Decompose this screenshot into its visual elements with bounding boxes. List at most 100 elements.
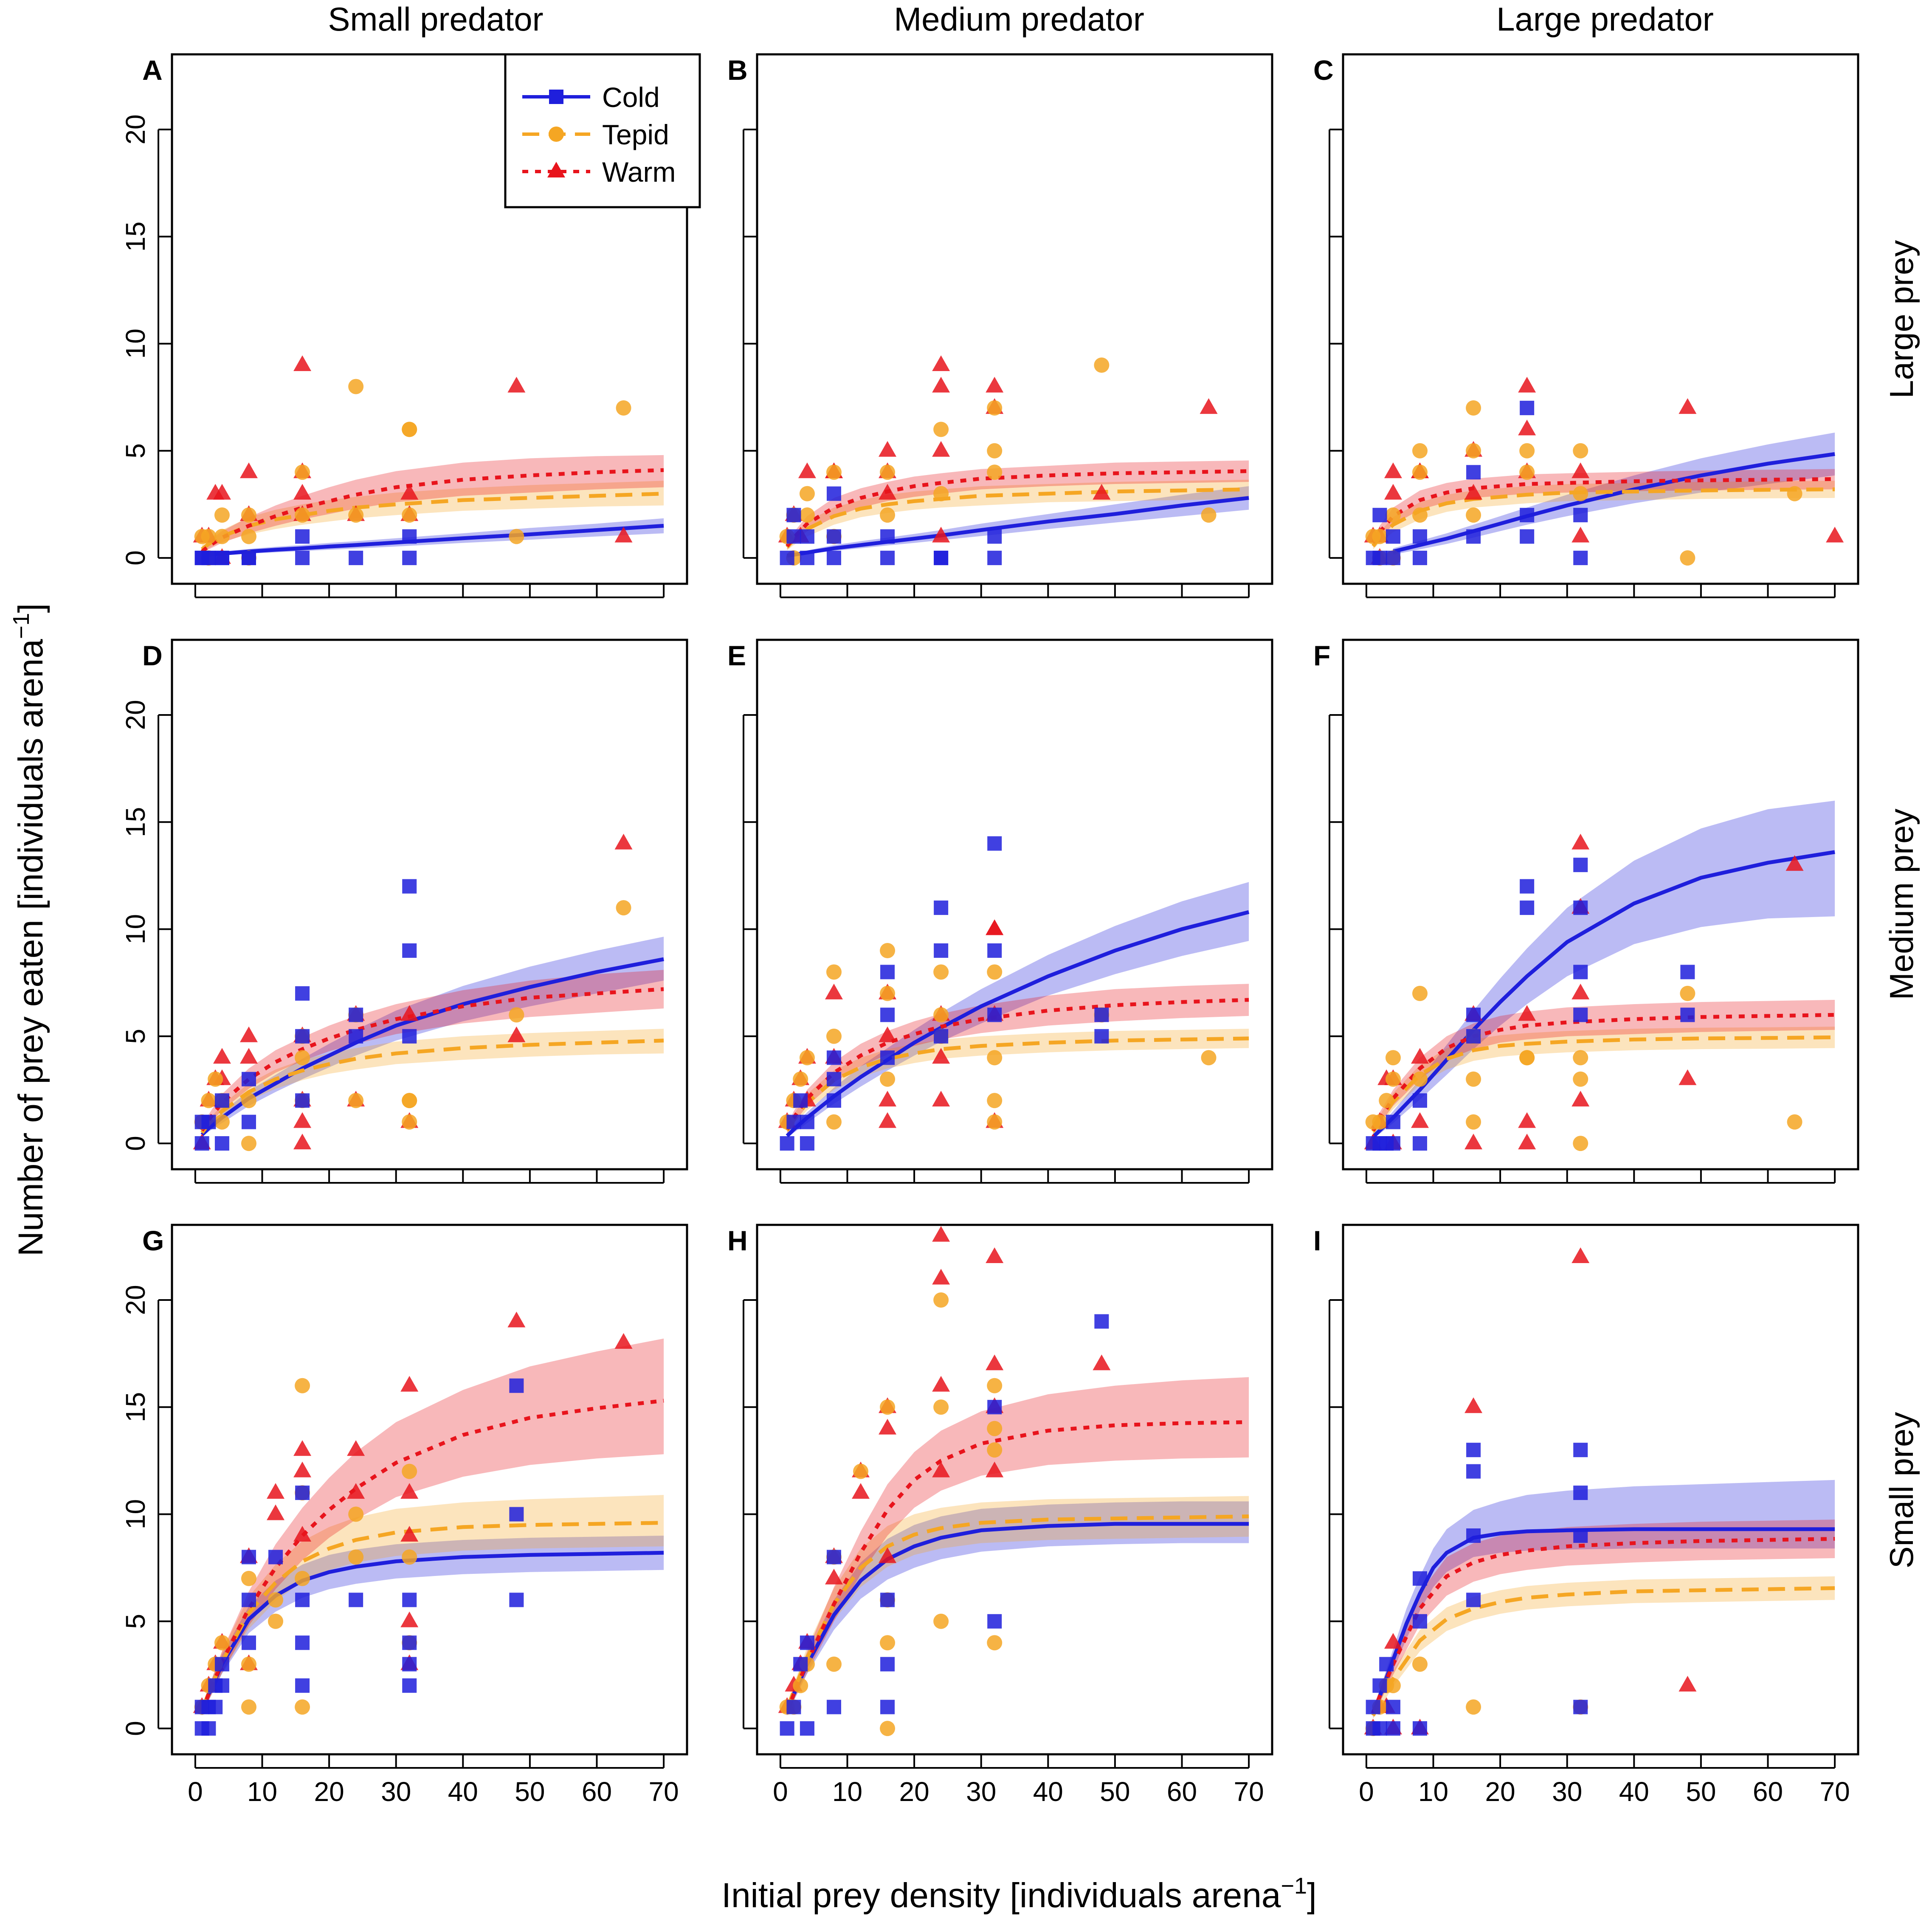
x-tick-label: 10 [1418, 1776, 1448, 1807]
point-cold [268, 1550, 283, 1565]
point-tepid [208, 1071, 223, 1087]
point-cold [402, 1678, 417, 1693]
point-tepid [799, 1050, 815, 1066]
point-tepid [1787, 486, 1802, 501]
point-warm [293, 355, 312, 371]
point-cold [402, 1593, 417, 1607]
fit-layer [200, 455, 664, 558]
point-cold [1094, 1007, 1109, 1022]
point-cold [826, 529, 841, 544]
point-warm [400, 1005, 419, 1021]
x-tick-label: 20 [314, 1776, 344, 1807]
point-tepid [987, 1635, 1003, 1651]
point-tepid [295, 1050, 310, 1066]
point-cold [295, 986, 310, 1001]
point-warm [1572, 833, 1590, 850]
point-cold [402, 1635, 417, 1650]
x-tick-label: 20 [899, 1776, 929, 1807]
point-tepid [880, 507, 896, 523]
point-cold [1520, 900, 1535, 915]
point-cold [1386, 1114, 1400, 1129]
panel-frame [756, 1224, 1273, 1756]
point-tepid [1201, 1050, 1217, 1066]
fit-layer [1371, 800, 1835, 1139]
point-tepid [987, 1093, 1003, 1109]
points-layer [1364, 377, 1844, 566]
fit-layer [785, 882, 1250, 1138]
point-warm [932, 1226, 950, 1242]
points-layer [193, 1311, 633, 1736]
point-tepid [1466, 1699, 1481, 1715]
point-cold [349, 1029, 363, 1044]
ci-band-tepid [1373, 1576, 1835, 1719]
point-tepid [1412, 1656, 1428, 1672]
point-cold [1573, 1528, 1588, 1543]
panel-frame [1342, 53, 1859, 585]
point-cold [826, 1700, 841, 1714]
point-warm [1572, 1247, 1590, 1264]
y-tick-label: 20 [120, 700, 151, 730]
point-cold [826, 1072, 841, 1086]
point-tepid [1372, 1114, 1388, 1130]
point-tepid [1573, 443, 1588, 459]
point-tepid [880, 943, 896, 958]
legend-marker-tepid [549, 127, 564, 142]
point-cold [1573, 551, 1588, 566]
point-cold [880, 1593, 895, 1607]
panel-B: B [727, 53, 1273, 598]
panel-frame [171, 1224, 688, 1756]
point-tepid [987, 464, 1003, 480]
ci-band-cold [202, 1536, 664, 1716]
point-tepid [241, 529, 256, 544]
point-tepid [987, 964, 1003, 980]
point-warm [347, 1440, 365, 1456]
point-warm [932, 1091, 950, 1107]
point-tepid [1372, 529, 1388, 544]
point-warm [1384, 484, 1402, 500]
points-layer [193, 833, 633, 1151]
panel-H: H 0 10 20 30 40 50 60 70 [727, 1224, 1273, 1807]
point-tepid [987, 1114, 1003, 1130]
legend-label-tepid: Tepid [602, 119, 669, 150]
point-tepid [214, 1635, 230, 1651]
point-cold [1466, 529, 1481, 544]
point-warm [1518, 1134, 1536, 1150]
y-axis-title: Number of prey eaten [individuals arena−… [8, 603, 50, 1256]
point-cold [402, 529, 417, 544]
point-cold [780, 1721, 794, 1736]
point-warm [239, 1026, 258, 1042]
point-tepid [880, 464, 896, 480]
point-warm [1826, 526, 1844, 543]
point-cold [201, 1114, 216, 1129]
point-cold [509, 1507, 524, 1522]
point-tepid [214, 529, 230, 544]
point-tepid [241, 1570, 256, 1586]
fit-line-warm [786, 469, 1249, 548]
panel-label: D [142, 640, 163, 671]
point-warm [507, 1311, 526, 1328]
ci-band-cold [202, 937, 664, 1137]
point-tepid [826, 1656, 842, 1672]
y-tick-label: 20 [120, 1285, 151, 1315]
fit-line-tepid [200, 1038, 664, 1134]
point-tepid [987, 400, 1003, 416]
point-tepid [241, 1699, 256, 1715]
point-tepid [348, 507, 364, 523]
point-tepid [402, 507, 417, 523]
point-warm [400, 1525, 419, 1542]
x-tick-label: 70 [649, 1776, 679, 1807]
panel-frame [756, 639, 1273, 1171]
x-tick-label: 60 [582, 1776, 612, 1807]
point-tepid [987, 443, 1003, 459]
x-tick-label: 0 [773, 1776, 788, 1807]
point-cold [349, 1593, 363, 1607]
point-cold [1372, 508, 1387, 523]
point-warm [1518, 1112, 1536, 1128]
point-tepid [241, 1656, 256, 1672]
point-warm [293, 1112, 312, 1128]
point-tepid [616, 400, 631, 416]
point-warm [400, 1483, 419, 1499]
fit-layer [1371, 432, 1835, 555]
